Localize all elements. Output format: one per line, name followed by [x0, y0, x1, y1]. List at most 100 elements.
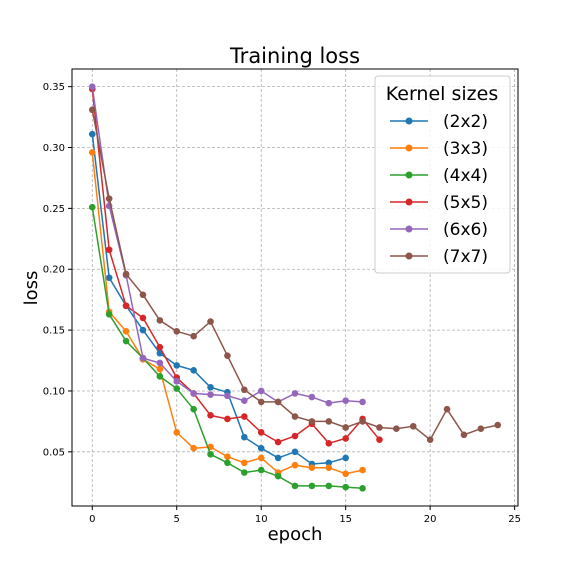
data-point: [325, 482, 333, 490]
data-point: [241, 469, 248, 476]
y-tick-label: 0.35: [43, 82, 65, 93]
y-tick-label: 0.15: [43, 326, 65, 337]
data-point: [122, 302, 130, 310]
data-point: [88, 130, 96, 138]
data-point: [122, 337, 130, 345]
data-point: [308, 393, 316, 401]
data-point: [173, 362, 181, 369]
legend-marker-swatch: [405, 171, 413, 179]
data-point: [105, 310, 113, 318]
data-point: [173, 385, 181, 392]
data-point: [274, 438, 282, 446]
data-point: [156, 317, 164, 324]
legend-entry: (5x5): [390, 193, 488, 213]
data-point: [241, 413, 248, 420]
data-point: [156, 343, 164, 351]
legend-label: (7x7): [443, 247, 488, 267]
data-point: [359, 485, 366, 492]
data-point: [257, 454, 265, 462]
data-point: [139, 314, 147, 322]
data-point: [156, 365, 164, 373]
data-point: [207, 384, 214, 391]
data-point: [342, 397, 349, 405]
data-point: [207, 391, 214, 398]
data-point: [173, 429, 181, 436]
data-point: [257, 387, 265, 395]
data-point: [241, 386, 248, 394]
data-point: [105, 195, 113, 202]
data-point: [342, 483, 349, 491]
legend: Kernel sizes (2x2) (3x3) (4x4) (5x5) (6x6) (7…: [374, 75, 511, 274]
legend-label: (3x3): [443, 139, 488, 159]
data-point: [274, 472, 282, 480]
legend-entry: (7x7): [390, 247, 488, 267]
data-point: [139, 291, 147, 299]
data-point: [190, 366, 197, 374]
data-point: [376, 436, 383, 443]
plot-frame: [71, 68, 519, 507]
data-point: [224, 459, 231, 467]
y-tick-label: 0.20: [43, 265, 65, 276]
data-point: [88, 83, 96, 90]
data-point: [173, 328, 181, 335]
data-point: [291, 413, 299, 420]
data-point: [257, 429, 265, 436]
data-point: [139, 326, 147, 334]
data-point: [376, 424, 383, 431]
data-point: [139, 354, 147, 362]
legend-marker-swatch: [405, 117, 413, 125]
data-point: [156, 359, 164, 367]
series-layer: [88, 83, 502, 492]
data-point: [325, 459, 333, 467]
data-point: [122, 270, 130, 278]
legend-entry: (2x2): [390, 112, 488, 132]
data-point: [274, 398, 282, 406]
data-point: [477, 425, 485, 433]
data-point: [342, 424, 349, 431]
legend-entry: (4x4): [390, 166, 488, 186]
data-point: [173, 377, 181, 385]
data-point: [308, 464, 316, 471]
x-tick-label: 0: [89, 514, 95, 525]
y-tick-label: 0.05: [43, 447, 65, 458]
legend-title: Kernel sizes: [386, 83, 498, 105]
legend-label: (5x5): [443, 193, 488, 213]
axes: 0 5 10 15 20 25 0.05 0.10 0.15 0.20 0.25 0.30 0.35: [43, 82, 521, 525]
x-axis-label: epoch: [268, 524, 323, 545]
legend-entry: (3x3): [390, 139, 488, 159]
data-point: [359, 466, 366, 474]
data-point: [224, 392, 231, 400]
data-point: [291, 432, 299, 440]
x-tick-label: 10: [255, 514, 268, 525]
data-point: [88, 106, 96, 114]
legend-label: (2x2): [443, 112, 488, 132]
series-6: [88, 106, 502, 443]
data-point: [207, 412, 214, 419]
legend-marker-swatch: [405, 252, 413, 260]
data-point: [325, 440, 333, 447]
legend-box: [374, 75, 511, 274]
data-point: [190, 444, 197, 452]
legend-label: (6x6): [443, 220, 488, 240]
data-point: [274, 454, 282, 462]
data-point: [359, 418, 366, 425]
data-point: [224, 415, 231, 423]
data-point: [342, 435, 349, 442]
data-point: [460, 431, 468, 439]
legend-marker-swatch: [405, 144, 413, 152]
data-point: [291, 448, 299, 456]
data-point: [342, 470, 349, 478]
data-point: [207, 318, 214, 325]
y-axis-label: loss: [21, 271, 42, 306]
data-point: [359, 398, 366, 406]
data-point: [241, 459, 248, 467]
data-point: [291, 482, 299, 490]
data-point: [325, 464, 333, 471]
legend-entry: (6x6): [390, 220, 488, 240]
data-point: [291, 461, 299, 469]
data-point: [207, 450, 214, 458]
data-point: [190, 405, 197, 413]
data-point: [308, 418, 316, 425]
data-point: [291, 390, 299, 397]
